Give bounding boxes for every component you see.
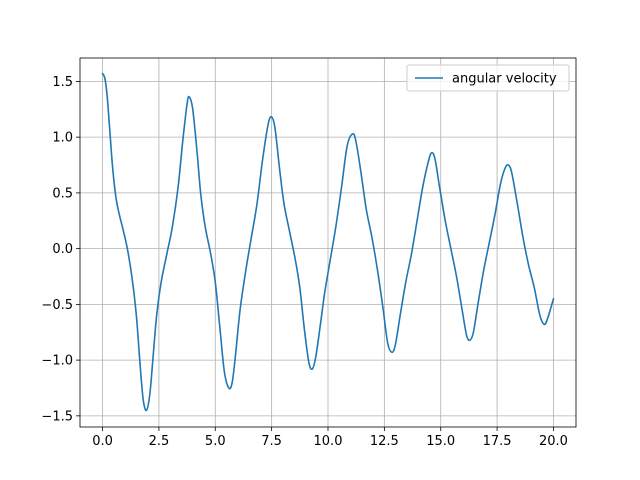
y-tick-label: 0.5 <box>52 186 73 201</box>
legend: angular velocity <box>406 64 570 92</box>
y-tick-label: 1.0 <box>52 131 73 146</box>
y-tick-label: −1.0 <box>41 354 73 369</box>
tick-marks-and-labels: 0.0 2.5 5.0 7.5 10.0 12.5 15.0 17.5 20.0 −1.5 −1.0… <box>41 75 568 449</box>
x-tick-label: 12.5 <box>370 434 399 449</box>
grid-lines <box>80 58 576 427</box>
series-line-angular-velocity <box>101 72 555 412</box>
y-tick-label: −1.5 <box>41 409 73 424</box>
x-tick-label: 20.0 <box>539 434 568 449</box>
y-tick-label: 1.5 <box>52 75 73 90</box>
x-tick-label: 7.5 <box>261 434 282 449</box>
x-tick-label: 17.5 <box>483 434 512 449</box>
legend-box <box>406 64 570 92</box>
series-layer <box>101 72 555 412</box>
y-tick-label: −0.5 <box>41 298 73 313</box>
y-tick-label: 0.0 <box>52 242 73 257</box>
legend-label-angular-velocity: angular velocity <box>452 72 557 87</box>
x-tick-label: 10.0 <box>314 434 343 449</box>
x-tick-label: 5.0 <box>205 434 226 449</box>
x-tick-label: 0.0 <box>92 434 113 449</box>
x-tick-label: 15.0 <box>426 434 455 449</box>
x-tick-label: 2.5 <box>149 434 170 449</box>
